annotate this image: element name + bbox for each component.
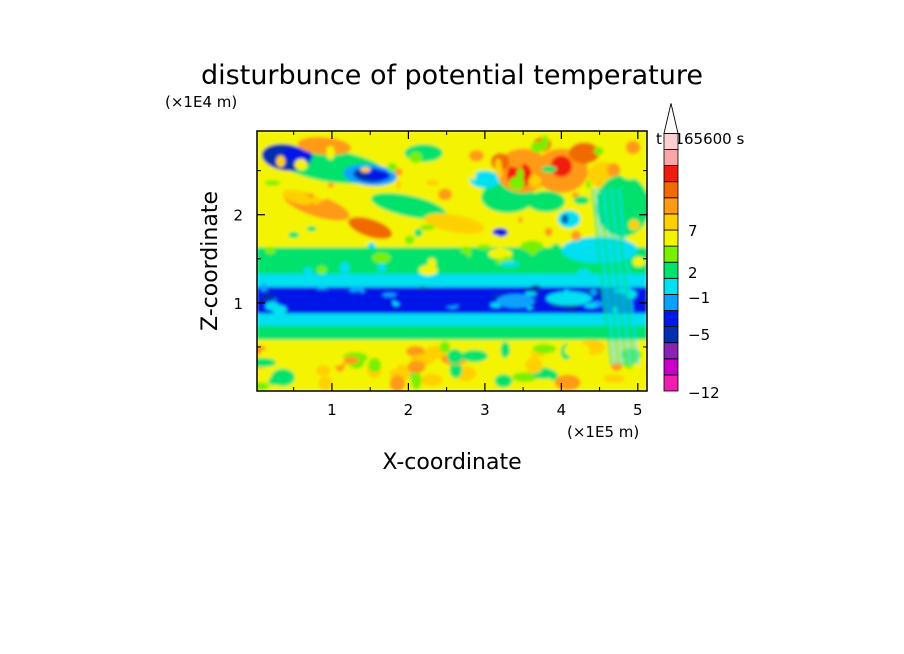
colorbar: 7 2 −1 −5 −12: [663, 103, 720, 402]
plot-frame: [256, 130, 648, 392]
y-unit-label: (×1E4 m): [165, 93, 237, 111]
colorbar-swatch: [663, 197, 679, 215]
colorbar-label: −5: [688, 326, 710, 344]
x-unit-label: (×1E5 m): [567, 423, 639, 441]
colorbar-swatch: [663, 132, 679, 150]
colorbar-label: 2: [688, 264, 698, 282]
colorbar-swatch: [663, 326, 679, 344]
colorbar-swatch: [663, 358, 679, 376]
y-axis-ticks: 12: [233, 170, 647, 348]
colorbar-label: 7: [688, 222, 698, 240]
colorbar-swatch: [663, 165, 679, 183]
colorbar-swatch: [663, 277, 679, 295]
colorbar-label: −12: [688, 384, 720, 402]
x-axis-ticks: 1 2 3 4 5: [293, 131, 643, 419]
contour-field: [257, 131, 647, 391]
colorbar-swatch: [663, 149, 679, 167]
colorbar-overflow-arrow: [663, 103, 679, 134]
colorbar-label: −1: [688, 289, 710, 307]
colorbar-swatch: [663, 374, 679, 392]
colorbar-swatch: [663, 293, 679, 311]
x-tick-label: 5: [633, 401, 643, 419]
colorbar-swatch: [663, 229, 679, 247]
chart-title: disturbunce of potential temperature: [201, 60, 703, 91]
colorbar-swatch: [663, 261, 679, 279]
x-tick-label: 2: [404, 401, 414, 419]
colorbar-swatch: [663, 342, 679, 360]
colorbar-swatch: [663, 310, 679, 328]
colorbar-swatch: [663, 213, 679, 231]
x-axis-label: X-coordinate: [382, 450, 521, 475]
y-axis-label: Z-coordinate: [198, 191, 223, 331]
colorbar-swatch: [663, 245, 679, 263]
y-tick-label: 1: [233, 295, 243, 313]
colorbar-swatch: [663, 181, 679, 199]
y-tick-label: 2: [233, 207, 243, 225]
x-tick-label: 3: [480, 401, 490, 419]
x-tick-label: 1: [327, 401, 337, 419]
x-tick-label: 4: [557, 401, 567, 419]
